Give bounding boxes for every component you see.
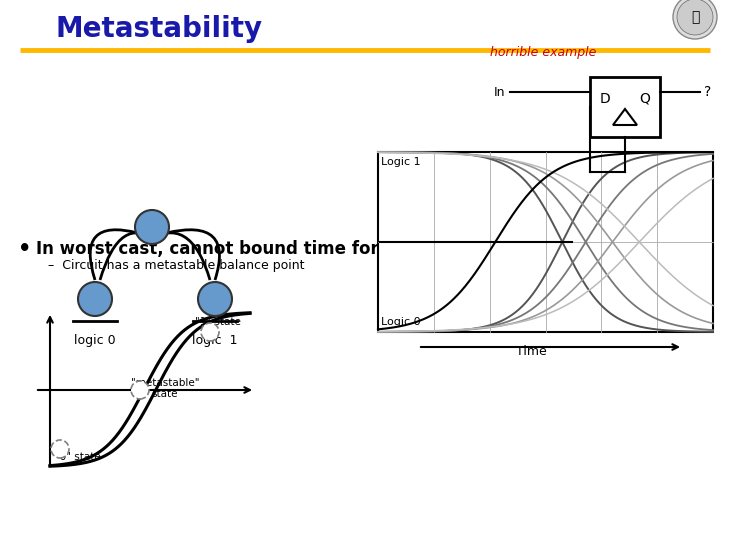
Text: horrible example: horrible example [490, 46, 596, 59]
Text: "1" state: "1" state [195, 317, 241, 327]
Circle shape [677, 0, 713, 35]
Text: D: D [600, 92, 611, 106]
Text: Time: Time [515, 345, 546, 358]
Text: Logic 1: Logic 1 [381, 157, 420, 167]
Text: logic 0: logic 0 [74, 334, 116, 347]
Text: Logic 0: Logic 0 [381, 317, 420, 327]
Text: In: In [493, 85, 505, 98]
Text: state: state [152, 389, 178, 399]
Circle shape [673, 0, 717, 39]
Text: –  Circuit has a metastable balance point: – Circuit has a metastable balance point [48, 259, 304, 272]
Circle shape [135, 210, 169, 244]
Text: ?: ? [704, 85, 711, 99]
Bar [378, 152, 713, 332]
Text: In worst cast, cannot bound time for FF to decide if inputs can chang: In worst cast, cannot bound time for FF … [36, 240, 684, 258]
Text: 🏛: 🏛 [691, 10, 699, 24]
Circle shape [51, 440, 69, 458]
Text: •: • [18, 239, 31, 259]
Circle shape [78, 282, 112, 316]
Text: "metastable": "metastable" [131, 378, 199, 388]
Circle shape [198, 282, 232, 316]
Text: Q: Q [639, 92, 650, 106]
Text: logic  1: logic 1 [192, 334, 238, 347]
Bar [590, 77, 660, 137]
Circle shape [201, 323, 219, 341]
Text: "0" state: "0" state [55, 452, 101, 462]
Text: Metastability: Metastability [55, 15, 262, 43]
Circle shape [131, 381, 149, 399]
